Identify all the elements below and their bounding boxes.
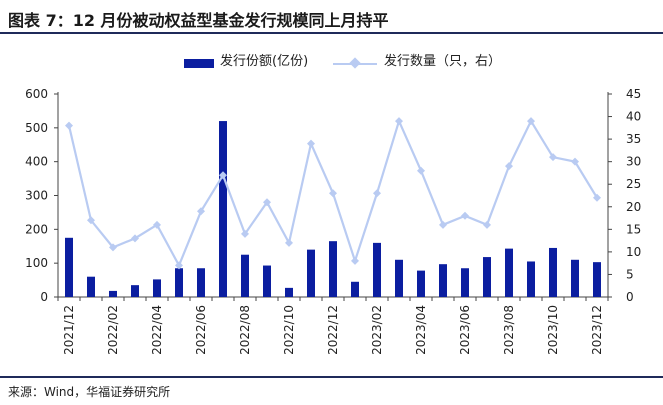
line-point [351, 256, 359, 265]
line-point [263, 198, 271, 207]
y-right-tick-label: 10 [626, 245, 641, 259]
bar [395, 259, 403, 297]
line-point [285, 238, 293, 247]
bar [351, 281, 359, 297]
bar [417, 270, 425, 297]
line-point [417, 166, 425, 175]
x-tick-label: 2023/10 [546, 305, 560, 355]
line-point [153, 220, 161, 229]
x-tick-label: 2022/04 [150, 305, 164, 355]
y-right-tick-label: 0 [626, 290, 634, 304]
y-left-tick-label: 500 [25, 121, 48, 135]
bar [197, 268, 205, 297]
line-point [109, 243, 117, 252]
line-point [241, 229, 249, 238]
bar [263, 265, 271, 297]
line-point [197, 207, 205, 216]
legend: 发行份额(亿份) 发行数量（只，右） [0, 50, 663, 70]
line-point [307, 139, 315, 148]
x-tick-label: 2022/06 [194, 305, 208, 355]
legend-bar-label: 发行份额(亿份) [220, 54, 309, 69]
y-right-tick-label: 20 [626, 200, 641, 214]
bar [527, 261, 535, 297]
bar [307, 249, 315, 297]
title-bar: 图表 7：12 月份被动权益型基金发行规模同上月持平 [0, 0, 663, 34]
line-point [373, 189, 381, 198]
bar [109, 290, 117, 297]
line-point [461, 211, 469, 220]
line-point [65, 121, 73, 130]
y-right-tick-label: 15 [626, 222, 641, 236]
bar [285, 287, 293, 297]
bar [461, 268, 469, 297]
source-divider [0, 376, 663, 378]
x-tick-label: 2022/08 [238, 305, 252, 355]
bar [439, 264, 447, 297]
bar [329, 241, 337, 297]
chart-title: 图表 7：12 月份被动权益型基金发行规模同上月持平 [8, 11, 389, 30]
y-right-tick-label: 35 [626, 132, 641, 146]
y-right-tick-label: 25 [626, 177, 641, 191]
line-point [527, 117, 535, 126]
y-right-tick-label: 40 [626, 110, 641, 124]
x-tick-label: 2022/12 [326, 305, 340, 355]
bar [549, 247, 557, 297]
bar [175, 268, 183, 297]
y-left-tick-label: 200 [25, 222, 48, 236]
bar [593, 262, 601, 297]
line-point [395, 117, 403, 126]
bar [131, 285, 139, 297]
line-point [131, 234, 139, 243]
x-tick-label: 2023/08 [502, 305, 516, 355]
x-tick-label: 2022/02 [106, 305, 120, 355]
y-right-tick-label: 45 [626, 87, 641, 101]
line-point [549, 153, 557, 162]
legend-bar-swatch [184, 59, 214, 68]
y-left-tick-label: 0 [40, 290, 48, 304]
bar [87, 276, 95, 297]
y-left-tick-label: 300 [25, 189, 48, 203]
y-right-tick-label: 30 [626, 155, 641, 169]
bar [219, 121, 227, 297]
line-point [87, 216, 95, 225]
x-tick-label: 2021/12 [62, 305, 76, 355]
line-point [593, 193, 601, 202]
y-left-tick-label: 100 [25, 256, 48, 270]
bar [505, 248, 513, 297]
line-point [571, 157, 579, 166]
line-point [483, 220, 491, 229]
line-point [329, 189, 337, 198]
line-point [175, 261, 183, 270]
line-point [439, 220, 447, 229]
legend-line-label: 发行数量（只，右） [384, 54, 502, 69]
x-tick-label: 2023/06 [458, 305, 472, 355]
bar [483, 257, 491, 297]
y-left-tick-label: 600 [25, 87, 48, 101]
bar [241, 254, 249, 297]
x-tick-label: 2022/10 [282, 305, 296, 355]
bar [153, 279, 161, 297]
y-right-tick-label: 5 [626, 267, 634, 281]
x-tick-label: 2023/04 [414, 305, 428, 355]
y-left-tick-label: 400 [25, 155, 48, 169]
x-tick-label: 2023/12 [590, 305, 604, 355]
source-note: 来源：Wind，华福证券研究所 [8, 385, 171, 399]
bar [373, 242, 381, 297]
bar [65, 237, 73, 297]
line-point [219, 171, 227, 180]
bar [571, 259, 579, 297]
x-tick-label: 2023/02 [370, 305, 384, 355]
line-point [505, 162, 513, 171]
